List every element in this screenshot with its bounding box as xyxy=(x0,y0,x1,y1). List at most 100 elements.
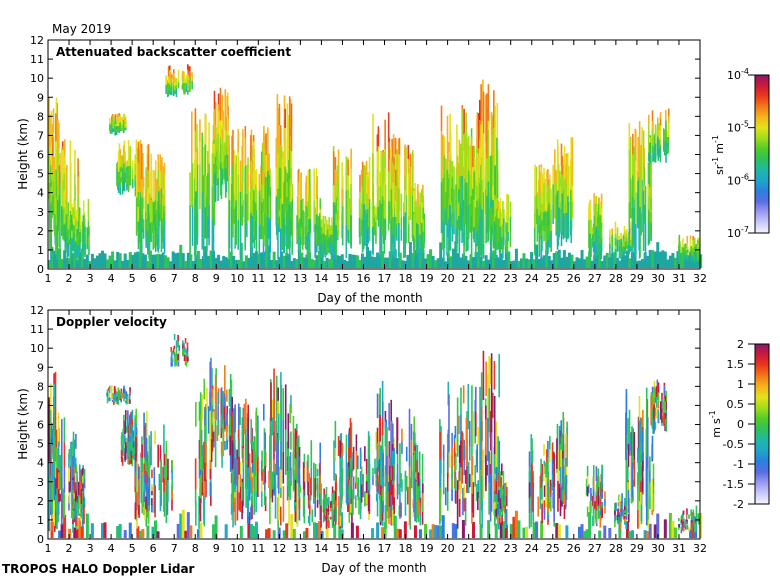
data-cell xyxy=(525,527,528,538)
data-cell xyxy=(80,497,82,504)
data-cell xyxy=(566,183,568,213)
data-cell xyxy=(250,419,252,444)
data-cell xyxy=(200,498,202,521)
data-cell xyxy=(127,441,129,456)
data-cell xyxy=(138,466,140,479)
data-cell xyxy=(134,175,136,181)
data-cell xyxy=(250,507,252,520)
data-cell xyxy=(457,156,459,172)
data-cell xyxy=(114,386,116,394)
data-cell xyxy=(687,255,689,258)
data-cell xyxy=(242,129,244,147)
x-tick-label: 20 xyxy=(441,272,455,285)
data-cell xyxy=(317,236,319,246)
data-cell xyxy=(170,90,172,95)
data-cell xyxy=(321,219,323,227)
data-cell xyxy=(284,128,286,147)
data-cell xyxy=(58,488,60,501)
data-cell xyxy=(555,219,557,231)
data-cell xyxy=(124,389,126,391)
data-cell xyxy=(383,236,385,254)
data-cell xyxy=(667,142,669,148)
data-cell xyxy=(134,164,136,170)
data-cell xyxy=(78,495,80,508)
data-cell xyxy=(617,240,619,252)
data-cell xyxy=(141,215,143,233)
data-cell xyxy=(455,199,457,213)
data-cell xyxy=(250,467,252,480)
data-cell xyxy=(214,202,216,225)
data-cell xyxy=(75,229,77,235)
data-cell xyxy=(213,388,215,405)
data-cell xyxy=(488,130,490,182)
data-cell xyxy=(603,526,606,538)
data-cell xyxy=(481,208,483,258)
data-cell xyxy=(210,482,212,496)
data-cell xyxy=(76,212,78,220)
data-cell xyxy=(224,441,226,450)
data-cell xyxy=(388,112,390,142)
data-cell xyxy=(404,212,406,235)
data-cell xyxy=(123,182,125,191)
data-cell xyxy=(599,229,601,236)
data-cell xyxy=(109,393,111,397)
data-cell xyxy=(552,165,554,185)
data-cell xyxy=(474,158,476,170)
data-cell xyxy=(141,197,143,215)
data-cell xyxy=(127,401,129,404)
data-cell xyxy=(67,203,69,214)
data-cell xyxy=(88,236,90,246)
data-cell xyxy=(687,258,689,261)
data-cell xyxy=(240,223,242,254)
data-cell xyxy=(161,220,163,252)
data-cell xyxy=(620,239,622,248)
data-cell xyxy=(129,415,131,425)
data-cell xyxy=(369,157,371,199)
data-cell xyxy=(313,169,315,201)
data-cell xyxy=(306,239,308,250)
data-cell xyxy=(572,202,574,218)
data-cell xyxy=(222,424,224,457)
data-cell xyxy=(417,224,419,243)
data-cell xyxy=(570,220,572,235)
data-cell xyxy=(132,170,134,179)
data-cell xyxy=(177,335,179,341)
data-cell xyxy=(282,158,284,204)
data-cell xyxy=(220,88,222,104)
data-cell xyxy=(114,394,116,402)
data-cell xyxy=(238,439,240,457)
data-cell xyxy=(335,157,337,170)
data-cell xyxy=(290,219,292,236)
data-cell xyxy=(655,124,657,143)
data-cell xyxy=(113,402,115,405)
data-cell xyxy=(154,485,156,517)
data-cell xyxy=(399,138,401,156)
data-cell xyxy=(309,495,311,505)
data-cell xyxy=(174,82,176,86)
data-cell xyxy=(496,198,498,208)
x-tick-label: 26 xyxy=(567,272,581,285)
data-cell xyxy=(255,522,258,538)
data-cell xyxy=(327,248,329,254)
data-cell xyxy=(263,404,265,421)
data-cell xyxy=(143,188,145,199)
data-cell xyxy=(495,250,497,258)
data-cell xyxy=(300,236,302,246)
data-cell xyxy=(208,406,210,433)
data-cell xyxy=(125,124,127,126)
data-cell xyxy=(408,224,410,243)
data-cell xyxy=(237,220,239,243)
data-cell xyxy=(632,155,634,176)
data-cell xyxy=(410,167,412,180)
data-cell xyxy=(543,168,545,183)
data-cell xyxy=(300,172,302,200)
x-tick-label: 13 xyxy=(293,272,307,285)
data-cell xyxy=(261,202,263,221)
data-cell xyxy=(151,154,153,198)
data-cell xyxy=(458,176,460,189)
data-cell xyxy=(80,469,82,484)
data-cell xyxy=(234,458,236,483)
data-cell xyxy=(378,207,380,227)
data-cell xyxy=(246,165,248,179)
data-cell xyxy=(458,216,460,229)
